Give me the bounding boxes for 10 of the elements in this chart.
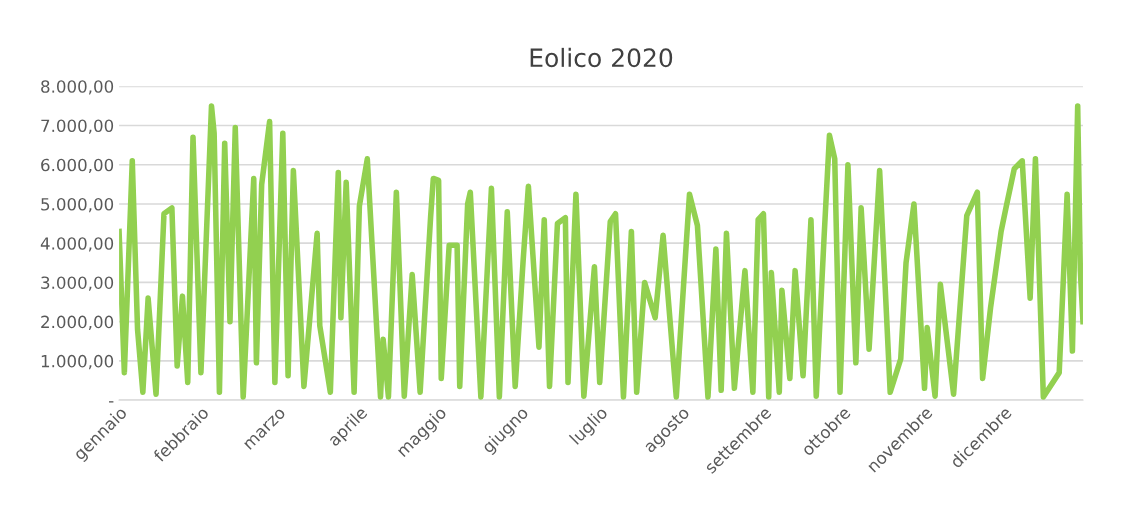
y-tick-label: 1.000,00 (41, 354, 114, 370)
y-tick-label: 3.000,00 (41, 276, 114, 291)
y-tick-label: 6.000,00 (41, 158, 114, 174)
y-tick-label: 5.000,00 (41, 197, 114, 213)
y-tick-label: 7.000,00 (41, 119, 114, 134)
y-tick-label: 4.000,00 (40, 237, 114, 252)
y-tick-label: 8.000,00 (41, 80, 114, 95)
y-tick-label: - (109, 401, 114, 403)
chart-title: Eolico 2020 (530, 47, 673, 68)
y-tick-label: 2.000,00 (41, 315, 114, 330)
